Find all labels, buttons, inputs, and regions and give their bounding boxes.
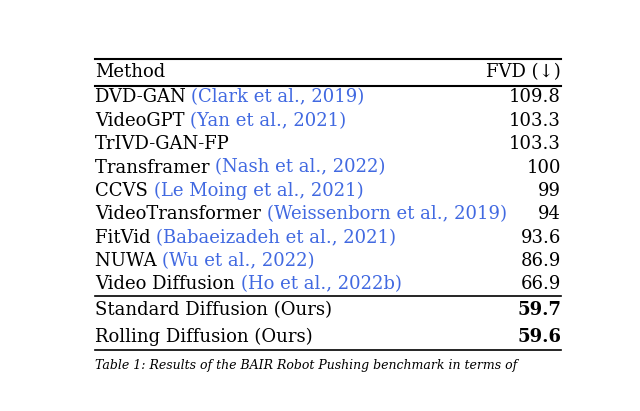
Text: (Yan et al., 2021): (Yan et al., 2021) [190,112,346,130]
Text: 94: 94 [538,206,561,223]
Text: (Babaeizadeh et al., 2021): (Babaeizadeh et al., 2021) [156,229,396,247]
Text: TrIVD-GAN-FP: TrIVD-GAN-FP [95,135,230,153]
Text: Transframer: Transframer [95,159,215,177]
Text: NUWA: NUWA [95,252,163,270]
Text: 93.6: 93.6 [521,229,561,247]
Text: VideoGPT: VideoGPT [95,112,190,130]
Text: (Le Moing et al., 2021): (Le Moing et al., 2021) [154,182,363,200]
Text: (Weissenborn et al., 2019): (Weissenborn et al., 2019) [266,206,506,223]
Text: (Wu et al., 2022): (Wu et al., 2022) [163,252,315,270]
Text: 109.8: 109.8 [509,88,561,106]
Text: Method: Method [95,63,165,81]
Text: CCVS: CCVS [95,182,154,200]
Text: 59.6: 59.6 [517,328,561,346]
Text: 103.3: 103.3 [509,135,561,153]
Text: VideoTransformer: VideoTransformer [95,206,266,223]
Text: 99: 99 [538,182,561,200]
Text: FVD (↓): FVD (↓) [486,63,561,81]
Text: 86.9: 86.9 [521,252,561,270]
Text: (Ho et al., 2022b): (Ho et al., 2022b) [241,275,401,293]
Text: Rolling Diffusion (Ours): Rolling Diffusion (Ours) [95,328,312,346]
Text: 100: 100 [527,159,561,177]
Text: Table 1: Results of the BAIR Robot Pushing benchmark in terms of: Table 1: Results of the BAIR Robot Pushi… [95,360,517,372]
Text: 59.7: 59.7 [517,300,561,319]
Text: (Clark et al., 2019): (Clark et al., 2019) [191,88,365,106]
Text: 103.3: 103.3 [509,112,561,130]
Text: FitVid: FitVid [95,229,156,247]
Text: DVD-GAN: DVD-GAN [95,88,191,106]
Text: 66.9: 66.9 [521,275,561,293]
Text: (Nash et al., 2022): (Nash et al., 2022) [215,159,385,177]
Text: Standard Diffusion (Ours): Standard Diffusion (Ours) [95,300,332,319]
Text: Video Diffusion: Video Diffusion [95,275,241,293]
